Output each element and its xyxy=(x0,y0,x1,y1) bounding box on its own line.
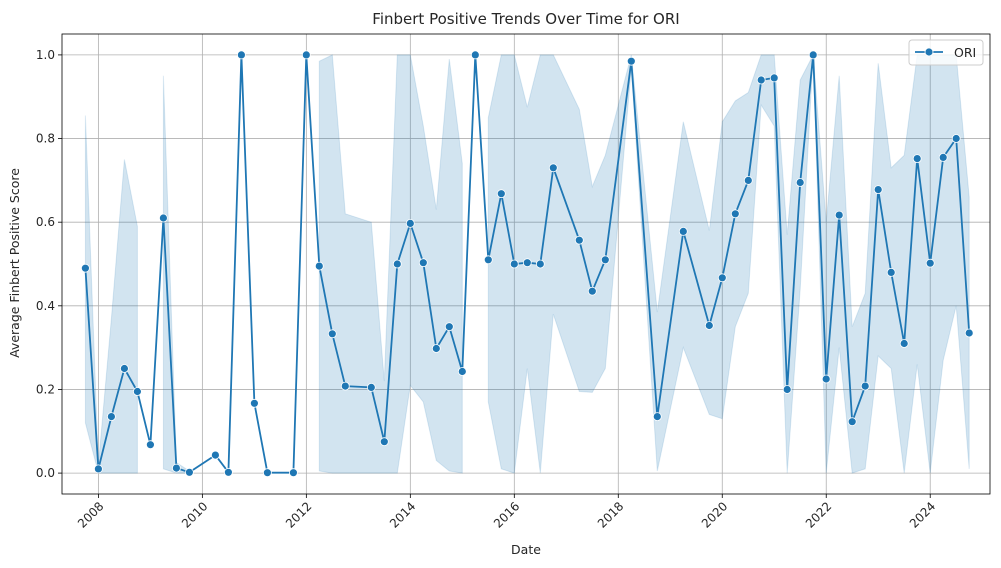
x-axis-label: Date xyxy=(511,542,541,557)
data-point xyxy=(458,368,466,376)
x-tick-label: 2010 xyxy=(179,499,210,530)
data-point xyxy=(237,51,245,59)
data-point xyxy=(120,365,128,373)
data-point xyxy=(679,227,687,235)
data-point xyxy=(380,438,388,446)
data-point xyxy=(510,260,518,268)
data-point xyxy=(861,382,869,390)
data-point xyxy=(913,155,921,163)
data-point xyxy=(874,186,882,194)
data-point xyxy=(718,274,726,282)
data-point xyxy=(770,74,778,82)
data-point xyxy=(484,256,492,264)
y-axis-ticks: 0.0 0.2 0.4 0.6 0.8 1.0 xyxy=(36,48,62,480)
data-point xyxy=(211,451,219,459)
y-tick-label: 0.0 xyxy=(36,466,55,480)
confidence-band xyxy=(319,55,462,473)
data-point xyxy=(94,465,102,473)
data-point xyxy=(328,330,336,338)
data-point xyxy=(952,135,960,143)
data-point xyxy=(939,153,947,161)
data-point xyxy=(796,179,804,187)
data-point xyxy=(744,176,752,184)
x-tick-label: 2008 xyxy=(75,499,106,530)
data-point xyxy=(185,468,193,476)
data-point xyxy=(146,441,154,449)
data-point xyxy=(965,329,973,337)
data-point xyxy=(926,259,934,267)
data-point xyxy=(705,322,713,330)
chart-title: Finbert Positive Trends Over Time for OR… xyxy=(372,10,679,28)
x-tick-label: 2014 xyxy=(387,499,418,530)
y-tick-label: 0.4 xyxy=(36,299,55,313)
data-point xyxy=(601,256,609,264)
confidence-band xyxy=(163,76,189,473)
data-point xyxy=(159,214,167,222)
data-point xyxy=(419,259,427,267)
y-tick-label: 0.8 xyxy=(36,132,55,146)
x-tick-label: 2020 xyxy=(699,499,730,530)
data-point xyxy=(575,236,583,244)
data-point xyxy=(263,469,271,477)
data-point xyxy=(822,375,830,383)
data-point xyxy=(81,264,89,272)
x-tick-label: 2012 xyxy=(283,499,314,530)
data-point xyxy=(406,219,414,227)
data-point xyxy=(224,468,232,476)
data-point xyxy=(900,340,908,348)
legend: ORI xyxy=(909,40,983,65)
data-point xyxy=(731,210,739,218)
data-point xyxy=(523,259,531,267)
data-point xyxy=(835,211,843,219)
data-point xyxy=(497,190,505,198)
data-point xyxy=(250,399,258,407)
legend-label: ORI xyxy=(954,45,976,60)
y-tick-label: 0.2 xyxy=(36,382,55,396)
data-point xyxy=(809,51,817,59)
x-axis-ticks: 2008 2010 2012 2014 2016 2018 2020 2022 2024 xyxy=(75,494,938,531)
data-point xyxy=(783,386,791,394)
x-tick-label: 2016 xyxy=(491,499,522,530)
data-point xyxy=(133,388,141,396)
data-point xyxy=(536,260,544,268)
data-point xyxy=(367,383,375,391)
data-point xyxy=(432,345,440,353)
data-point xyxy=(302,51,310,59)
y-tick-label: 1.0 xyxy=(36,48,55,62)
data-point xyxy=(848,418,856,426)
data-point xyxy=(445,323,453,331)
data-point xyxy=(393,260,401,268)
data-point xyxy=(172,464,180,472)
data-point xyxy=(289,469,297,477)
x-tick-label: 2022 xyxy=(803,499,834,530)
data-point xyxy=(315,262,323,270)
data-point xyxy=(653,413,661,421)
data-point xyxy=(627,57,635,65)
data-point xyxy=(887,268,895,276)
data-point xyxy=(107,413,115,421)
x-tick-label: 2018 xyxy=(595,499,626,530)
data-point xyxy=(471,51,479,59)
y-tick-label: 0.6 xyxy=(36,215,55,229)
x-tick-label: 2024 xyxy=(907,499,938,530)
y-axis-label: Average Finbert Positive Score xyxy=(7,168,22,358)
confidence-band xyxy=(488,55,969,473)
data-point xyxy=(341,382,349,390)
data-point xyxy=(757,76,765,84)
data-point xyxy=(549,164,557,172)
legend-marker-swatch xyxy=(925,48,933,56)
data-point xyxy=(588,287,596,295)
